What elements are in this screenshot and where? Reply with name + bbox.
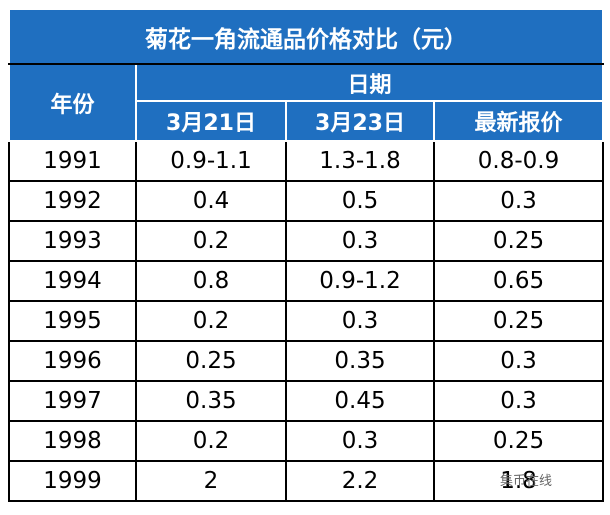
table-row: 1995 0.2 0.3 0.25 [8, 300, 604, 342]
table-row: 1993 0.2 0.3 0.25 [8, 220, 604, 262]
price-cell: 0.65 [433, 260, 604, 302]
price-table: 菊花一角流通品价格对比（元） 年份 日期 3月21日 3月23日 最新报价 1991… [8, 8, 604, 502]
price-cell: 0.5 [285, 180, 435, 222]
table-row: 1996 0.25 0.35 0.3 [8, 340, 604, 382]
price-cell: 2 [135, 460, 287, 502]
year-cell: 1996 [8, 340, 137, 382]
price-cell: 0.3 [433, 340, 604, 382]
table-row: 1991 0.9-1.1 1.3-1.8 0.8-0.9 [8, 140, 604, 182]
price-cell: 0.2 [135, 420, 287, 462]
column-header: 3月23日 [285, 100, 435, 142]
year-cell: 1997 [8, 380, 137, 422]
price-cell: 0.4 [135, 180, 287, 222]
year-header: 年份 [8, 63, 137, 142]
price-cell: 0.25 [433, 220, 604, 262]
price-cell: 1.8 [433, 460, 604, 502]
column-header: 最新报价 [433, 100, 604, 142]
column-header: 3月21日 [135, 100, 287, 142]
year-cell: 1994 [8, 260, 137, 302]
year-cell: 1993 [8, 220, 137, 262]
price-cell: 1.3-1.8 [285, 140, 435, 182]
price-cell: 0.2 [135, 300, 287, 342]
table-row: 1992 0.4 0.5 0.3 [8, 180, 604, 222]
price-cell: 0.35 [135, 380, 287, 422]
price-cell: 0.8 [135, 260, 287, 302]
price-cell: 0.3 [433, 180, 604, 222]
price-cell: 0.8-0.9 [433, 140, 604, 182]
table-title: 菊花一角流通品价格对比（元） [8, 8, 604, 65]
year-cell: 1999 [8, 460, 137, 502]
watermark: 集币在线 [500, 474, 553, 489]
table-row: 1999 2 2.2 1.8 [8, 460, 604, 502]
price-cell: 0.3 [285, 420, 435, 462]
table-row: 1994 0.8 0.9-1.2 0.65 [8, 260, 604, 302]
year-cell: 1998 [8, 420, 137, 462]
table-row: 1998 0.2 0.3 0.25 [8, 420, 604, 462]
price-cell: 0.25 [433, 300, 604, 342]
price-cell: 0.25 [135, 340, 287, 382]
price-cell: 0.45 [285, 380, 435, 422]
year-cell: 1992 [8, 180, 137, 222]
price-cell: 2.2 [285, 460, 435, 502]
date-header: 日期 [135, 63, 604, 102]
price-cell: 0.2 [135, 220, 287, 262]
year-cell: 1995 [8, 300, 137, 342]
price-cell: 0.3 [285, 300, 435, 342]
price-cell: 0.9-1.1 [135, 140, 287, 182]
price-cell: 0.3 [433, 380, 604, 422]
price-cell: 0.35 [285, 340, 435, 382]
price-cell: 0.25 [433, 420, 604, 462]
price-cell: 0.9-1.2 [285, 260, 435, 302]
year-cell: 1991 [8, 140, 137, 182]
table-row: 1997 0.35 0.45 0.3 [8, 380, 604, 422]
price-cell: 0.3 [285, 220, 435, 262]
